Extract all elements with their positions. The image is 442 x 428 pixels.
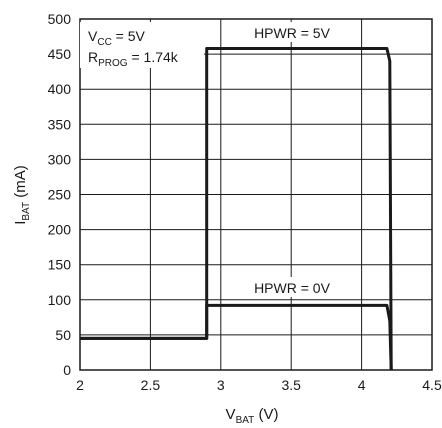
x-tick-labels: 2 2.5 3 3.5 4 4.5: [76, 377, 442, 393]
x-axis-label: VBAT (V): [226, 406, 279, 426]
y-tick-label: 450: [48, 46, 72, 62]
series-label-background-hpwr-0v: [240, 277, 344, 297]
y-tick-label: 250: [48, 187, 72, 203]
condition-box-background: [80, 22, 204, 68]
y-tick-label: 350: [48, 116, 72, 132]
y-tick-label: 100: [48, 292, 72, 308]
plot-frame: [79, 18, 433, 371]
series-label-hpwr-5v: HPWR = 5V: [254, 25, 331, 41]
y-tick-label: 50: [55, 327, 71, 343]
series-layer: [80, 47, 393, 371]
y-axis-label: IBAT (mA): [12, 165, 32, 225]
y-tick-label: 200: [48, 222, 72, 238]
x-tick-label: 3.5: [281, 377, 301, 393]
series-line-hpwr-5v: [80, 47, 393, 371]
series-line-hpwr-0v: [80, 303, 393, 371]
y-tick-labels: 0 50 100 150 200 250 300 350 400 450 500: [48, 11, 72, 378]
condition-annotations: VCC = 5V RPROG = 1.74k: [80, 22, 204, 69]
x-tick-label: 2: [76, 377, 84, 393]
y-tick-label: 0: [63, 362, 71, 378]
x-tick-label: 4.5: [422, 377, 442, 393]
y-tick-label: 300: [48, 151, 72, 167]
y-tick-label: 500: [48, 11, 72, 27]
grid: [80, 19, 432, 370]
rprog-annotation: RPROG = 1.74k: [88, 49, 179, 69]
series-label-hpwr-0v: HPWR = 0V: [254, 280, 331, 296]
y-tick-label: 400: [48, 81, 72, 97]
vcc-annotation: VCC = 5V: [88, 28, 146, 48]
x-tick-label: 3: [217, 377, 225, 393]
x-tick-label: 4: [358, 377, 366, 393]
x-tick-label: 2.5: [141, 377, 161, 393]
series-label-background-hpwr-5v: [240, 22, 344, 42]
y-tick-label: 150: [48, 257, 72, 273]
